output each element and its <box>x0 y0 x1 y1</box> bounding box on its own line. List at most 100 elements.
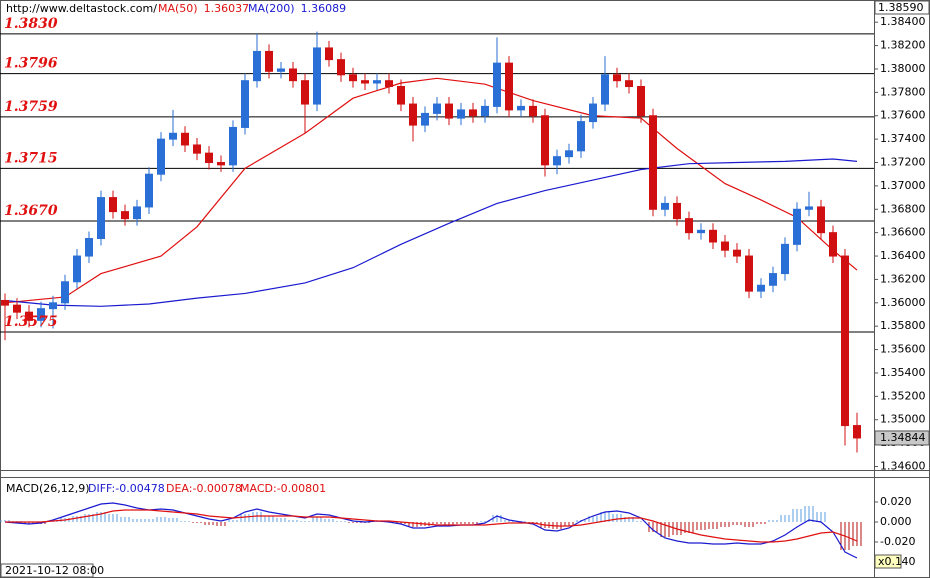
level-label: 1.3759 <box>4 99 58 115</box>
candle-body <box>493 62 501 107</box>
candle-body <box>637 86 645 117</box>
legend-entry: DEA:-0.00078 <box>166 482 242 495</box>
y-tick-label: 1.35600 <box>880 343 926 356</box>
y-tick-label: 1.35200 <box>880 389 926 402</box>
legend-entry: MA(200) 1.36089 <box>248 2 346 15</box>
candle-body <box>409 103 417 126</box>
candle-body <box>577 121 585 152</box>
candle-body <box>841 255 849 427</box>
candle-body <box>217 162 225 166</box>
candle-body <box>325 47 333 61</box>
candle-body <box>517 105 525 111</box>
high-label: 1.38590 <box>878 1 924 14</box>
candle-body <box>745 255 753 292</box>
macd-line <box>5 509 858 543</box>
level-label: 1.3715 <box>4 150 58 166</box>
candle-body <box>373 80 381 84</box>
candle-body <box>109 197 117 213</box>
ma-line <box>4 77 858 304</box>
candle-body <box>697 229 705 234</box>
candle-body <box>457 109 465 119</box>
candle-body <box>1 299 9 306</box>
y-tick-label: 1.35400 <box>880 366 926 379</box>
y-tick-label: 1.37600 <box>880 109 926 122</box>
candle-body <box>313 47 321 105</box>
candle-body <box>733 249 741 257</box>
legend-name: DIFF: <box>88 482 115 495</box>
y-tick-label: 1.34600 <box>880 459 926 472</box>
legend-value: -0.00078 <box>192 482 241 495</box>
legend-name: MA(50) <box>158 2 198 15</box>
candle-body <box>565 150 573 158</box>
candle-body <box>241 80 249 128</box>
candle-body <box>469 109 477 117</box>
candle-body <box>853 425 861 439</box>
legend-name: MACD: <box>240 482 277 495</box>
candle-body <box>61 281 69 304</box>
legend-entry: MA(50) 1.36037 <box>158 2 249 15</box>
candle-body <box>625 80 633 88</box>
candle-body <box>649 115 657 210</box>
candle-body <box>769 273 777 286</box>
candle-body <box>481 105 489 117</box>
y-tick-label: 1.38200 <box>880 39 926 52</box>
candle-body <box>781 243 789 275</box>
candle-body <box>721 241 729 251</box>
candle-body <box>337 59 345 76</box>
legend-value: -0.00801 <box>277 482 326 495</box>
legend-name: DEA: <box>166 482 192 495</box>
y-tick-label: 1.38400 <box>880 15 926 28</box>
candle-body <box>169 132 177 140</box>
y-tick-label: 0.020 <box>880 495 912 508</box>
candle-body <box>685 218 693 234</box>
level-label: 1.3670 <box>4 203 58 219</box>
candle-body <box>145 173 153 208</box>
candle-body <box>817 206 825 234</box>
candle-body <box>49 302 57 310</box>
candle-body <box>13 304 21 313</box>
candle-body <box>709 229 717 243</box>
candle-body <box>25 311 33 321</box>
candle-body <box>385 80 393 88</box>
y-tick-label: 1.38000 <box>880 62 926 75</box>
y-tick-label: 1.36400 <box>880 249 926 262</box>
y-tick-label: 1.36600 <box>880 226 926 239</box>
y-tick-label: -0.020 <box>880 535 915 548</box>
candle-body <box>121 211 129 220</box>
candle-body <box>73 255 81 283</box>
candle-body <box>193 144 201 154</box>
legend-value: 1.36037 <box>204 2 250 15</box>
candle-body <box>553 156 561 166</box>
candle-body <box>397 86 405 105</box>
current-label: 1.34844 <box>880 431 926 444</box>
multiplier-box <box>874 554 902 569</box>
macd-title: MACD(26,12,9) <box>6 482 90 495</box>
plot <box>0 31 874 559</box>
candle-body <box>301 80 309 105</box>
candle-body <box>277 68 285 72</box>
candle-body <box>85 238 93 257</box>
candle-body <box>829 232 837 257</box>
ma-line <box>4 158 858 307</box>
y-tick-label: 1.36800 <box>880 202 926 215</box>
candle-body <box>445 103 453 119</box>
candle-body <box>433 103 441 114</box>
candle-body <box>181 132 189 146</box>
candle-body <box>37 308 45 321</box>
level-label: 1.3830 <box>4 16 58 32</box>
candle-body <box>601 74 609 105</box>
legend-value: -0.00478 <box>115 482 164 495</box>
y-tick-label: 1.36200 <box>880 272 926 285</box>
candle-body <box>205 152 213 164</box>
level-label: 1.3796 <box>4 56 58 72</box>
candle-body <box>157 138 165 175</box>
time-box <box>0 563 94 578</box>
candle-body <box>613 74 621 82</box>
candle-body <box>253 50 261 82</box>
candle-body <box>97 197 105 240</box>
time-label: 2021-10-12 08:00 <box>5 564 104 577</box>
candle-body <box>793 208 801 245</box>
y-tick-label: 1.37000 <box>880 179 926 192</box>
